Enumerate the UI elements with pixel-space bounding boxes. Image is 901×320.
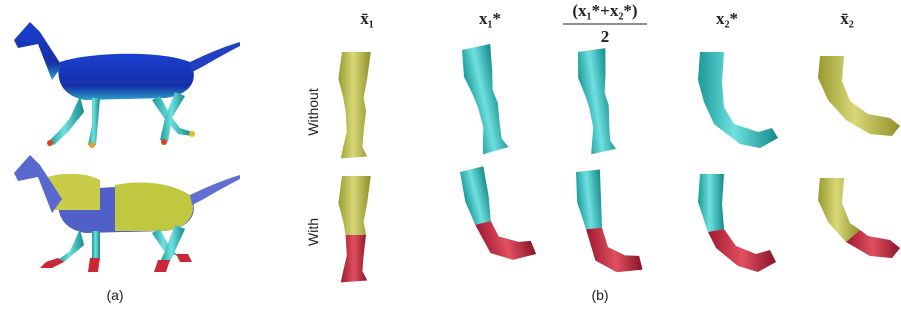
leg-render-segmented — [338, 159, 900, 282]
row-label: Without — [305, 88, 321, 136]
caption-b: (b) — [591, 287, 608, 303]
leg-render — [338, 44, 900, 158]
column-header: x₂* — [716, 9, 738, 28]
fraction-denominator: 2 — [601, 27, 610, 46]
horse-heatmap — [14, 22, 240, 148]
column-header: x̄₂ — [840, 9, 854, 28]
figure: (a) x̄₁ x₁* (x₁*+x₂*) 2 x₂* x̄₂ Without … — [0, 0, 901, 320]
caption-a: (a) — [106, 287, 123, 303]
column-header: x̄₁ — [360, 9, 374, 28]
row-label: With — [305, 218, 321, 246]
fraction-numerator: (x₁*+x₂*) — [572, 1, 637, 20]
column-header: x₁* — [479, 9, 501, 28]
horse-segmented — [14, 155, 240, 272]
